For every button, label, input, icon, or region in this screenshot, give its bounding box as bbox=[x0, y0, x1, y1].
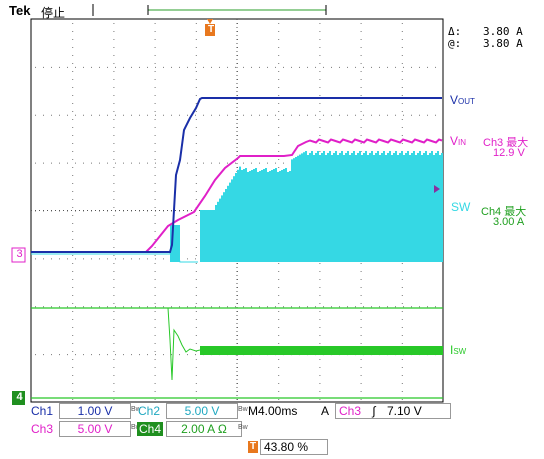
trigger-source: Ch3 bbox=[339, 404, 362, 418]
ch1-scale[interactable]: 1.00 V bbox=[59, 403, 131, 419]
ch2-label[interactable]: Ch2 bbox=[138, 404, 161, 418]
ch3-scale[interactable]: 5.00 V bbox=[59, 421, 131, 437]
vin-waveform bbox=[31, 138, 443, 253]
trigger-position-marker[interactable] bbox=[205, 19, 215, 36]
vin-label: VIN bbox=[450, 134, 467, 148]
ch4-max-value: 3.00 A bbox=[493, 216, 525, 228]
cursor-at-value: 3.80 A bbox=[483, 37, 523, 50]
ch4-ground-marker[interactable] bbox=[12, 391, 25, 405]
ch3-bw-icon: Bw bbox=[131, 424, 141, 431]
vout-waveform bbox=[31, 97, 442, 253]
cursor-at-label: @: bbox=[448, 37, 462, 50]
ch1-label[interactable]: Ch1 bbox=[31, 404, 54, 418]
sw-envelope bbox=[170, 151, 443, 262]
ch2-bw-icon: Bw bbox=[238, 406, 248, 413]
ch3-max-title: Ch3 最大 bbox=[483, 137, 529, 149]
trigger-position-icon: T bbox=[248, 441, 258, 453]
sw-label: SW bbox=[451, 200, 471, 214]
ch4-ground-label: 4 bbox=[16, 391, 23, 403]
vout-label: VOUT bbox=[450, 93, 475, 107]
cursor-delta-value: 3.80 A bbox=[483, 25, 523, 38]
ch2-scale[interactable]: 5.00 V bbox=[166, 403, 238, 419]
trigger-settings[interactable]: Ch3 ∫ 7.10 V bbox=[335, 403, 451, 419]
ch4-bw-icon: Bw bbox=[238, 424, 248, 431]
timebase[interactable]: M4.00ms bbox=[248, 404, 298, 418]
ch3-ground-label: 3 bbox=[16, 248, 23, 260]
ch3-level-marker[interactable] bbox=[434, 185, 440, 193]
run-status: 停止 bbox=[41, 6, 66, 20]
trigger-slope-icon: ∫ bbox=[372, 404, 376, 418]
trigger-marker-label: T bbox=[207, 24, 215, 35]
trigger-level: 7.10 V bbox=[387, 404, 422, 418]
cursor-delta-label: Δ: bbox=[448, 25, 462, 38]
trigger-mode[interactable]: A bbox=[321, 404, 330, 418]
record-bar bbox=[92, 4, 327, 16]
brand-logo: Tek bbox=[9, 3, 31, 18]
ch3-label[interactable]: Ch3 bbox=[31, 422, 54, 436]
ch3-max-value: 12.9 V bbox=[493, 147, 525, 159]
isw-envelope bbox=[200, 346, 443, 355]
trigger-position-value[interactable]: 43.80 % bbox=[260, 439, 328, 455]
ch1-bw-icon: Bw bbox=[131, 406, 141, 413]
ch4-label[interactable]: Ch4 bbox=[137, 422, 164, 436]
ch4-scale[interactable]: 2.00 A Ω bbox=[166, 421, 242, 437]
isw-waveform bbox=[31, 307, 201, 381]
ch4-max-title: Ch4 最大 bbox=[481, 206, 527, 218]
ch3-ground-marker[interactable] bbox=[11, 247, 26, 263]
isw-label: ISW bbox=[450, 343, 467, 357]
